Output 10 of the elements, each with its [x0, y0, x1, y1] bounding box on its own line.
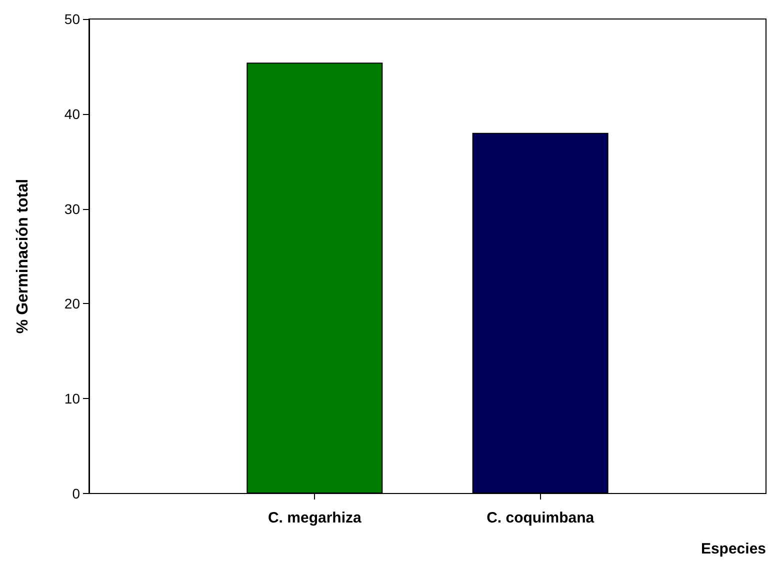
y-tick-label: 30	[64, 200, 80, 217]
y-tick-label: 50	[64, 11, 80, 27]
y-tick-label: 10	[64, 390, 80, 407]
y-tick-label: 20	[64, 296, 80, 312]
y-tick-label: 40	[64, 106, 80, 122]
y-axis-title: % Germinación total	[14, 178, 32, 334]
x-tick-label: C. megarhiza	[268, 510, 362, 526]
x-tick-label: C. coquimbana	[486, 510, 595, 526]
x-axis-title: Especies	[700, 540, 766, 558]
y-tick-label: 0	[72, 486, 80, 502]
